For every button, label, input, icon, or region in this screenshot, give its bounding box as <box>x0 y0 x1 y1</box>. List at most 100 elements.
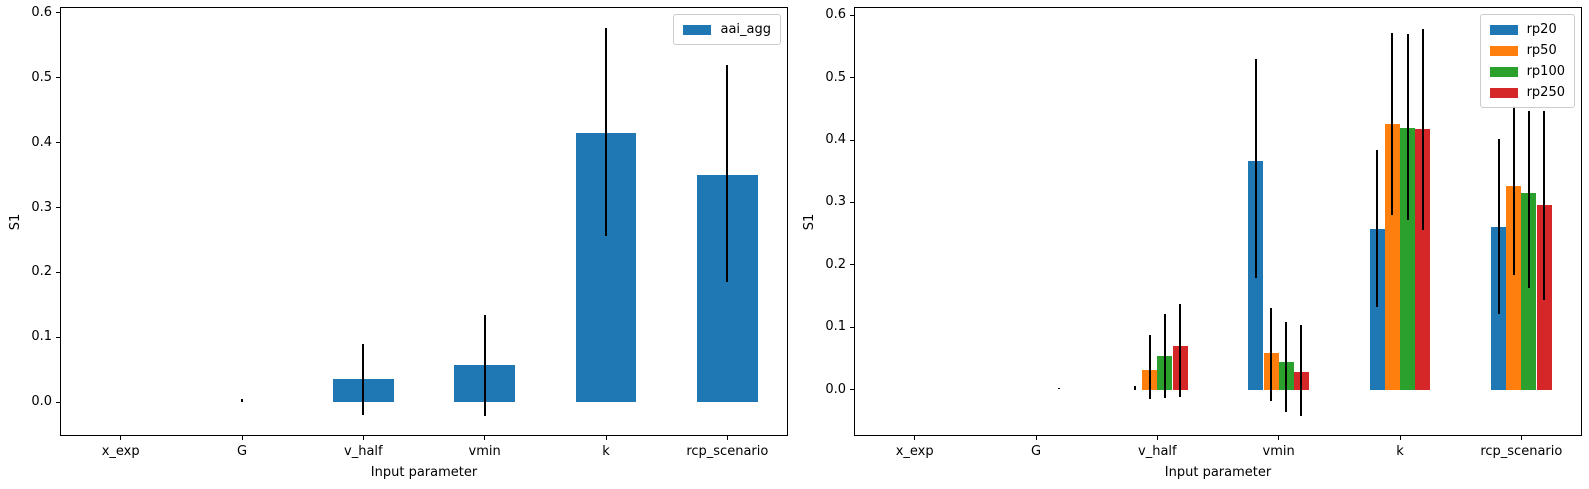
x-tick-label: v_half <box>1138 444 1177 459</box>
y-tick <box>56 142 60 144</box>
y-tick-label: 0.1 <box>31 329 52 345</box>
x-tick <box>605 436 607 440</box>
x-tick <box>1035 436 1037 440</box>
legend-label-rp250: rp250 <box>1526 85 1565 100</box>
legend-row-rp50: rp50 <box>1489 40 1565 61</box>
bar-rp100-k <box>1400 127 1416 390</box>
legend-row-rp100: rp100 <box>1489 61 1565 82</box>
error-bar-rp250-k <box>1421 29 1424 230</box>
x-tick <box>726 436 728 440</box>
x-tick <box>1278 436 1280 440</box>
error-bar-aai_agg-k <box>605 27 607 237</box>
error-bar-aai_agg-G <box>241 399 243 402</box>
error-bar-rp100-v_half <box>1163 313 1166 398</box>
legend-swatch-rp250 <box>1489 87 1518 98</box>
y-tick-label: 0.0 <box>31 394 52 410</box>
y-tick-label: 0.5 <box>31 69 52 85</box>
error-bar-rp50-vmin <box>1270 307 1273 402</box>
y-tick-label: 0.1 <box>825 319 846 335</box>
axes-box <box>60 7 788 436</box>
x-tick-label: rcp_scenario <box>1480 444 1563 459</box>
bar-rp100-rcp_scenario <box>1521 193 1537 390</box>
x-tick <box>120 436 122 440</box>
error-bar-rp250-vmin <box>1300 325 1303 416</box>
x-tick <box>1520 436 1522 440</box>
y-tick-label: 0.3 <box>31 199 52 215</box>
y-tick-label: 0.3 <box>825 194 846 210</box>
y-tick <box>850 389 854 391</box>
bar-rp50-rcp_scenario <box>1506 186 1522 390</box>
y-tick-label: 0.5 <box>825 69 846 85</box>
y-axis-label: S1 <box>802 213 817 230</box>
y-tick-label: 0.4 <box>31 134 52 150</box>
y-tick-label: 0.2 <box>31 264 52 280</box>
x-tick-label: G <box>236 444 248 459</box>
x-tick <box>484 436 486 440</box>
x-tick <box>1156 436 1158 440</box>
y-tick <box>850 139 854 141</box>
error-bar-rp50-rcp_scenario <box>1512 105 1515 275</box>
legend-label-rp50: rp50 <box>1526 43 1557 58</box>
bar-rp20-k <box>1369 229 1385 390</box>
legend-swatch-aai_agg <box>683 24 712 35</box>
legend-swatch-rp20 <box>1489 24 1518 35</box>
bar-rp50-k <box>1384 124 1400 390</box>
y-tick <box>56 207 60 209</box>
legend-label-aai_agg: aai_agg <box>720 22 771 37</box>
x-tick-label: k <box>602 444 610 459</box>
x-tick <box>362 436 364 440</box>
legend: rp20 rp50 rp100 rp250 <box>1479 14 1575 108</box>
error-bar-aai_agg-rcp_scenario <box>726 65 729 282</box>
error-bar-rp100-rcp_scenario <box>1527 110 1530 288</box>
x-tick <box>914 436 916 440</box>
legend-row-aai_agg: aai_agg <box>683 19 771 40</box>
error-bar-rp250-G <box>1057 387 1060 390</box>
y-tick <box>850 77 854 79</box>
legend-swatch-rp50 <box>1489 45 1518 56</box>
y-tick-label: 0.0 <box>825 381 846 397</box>
x-tick <box>1399 436 1401 440</box>
error-bar-rp50-k <box>1391 32 1394 215</box>
y-tick <box>850 264 854 266</box>
x-tick-label: x_exp <box>895 444 934 459</box>
x-tick <box>241 436 243 440</box>
x-axis-label: Input parameter <box>370 465 478 480</box>
error-bar-rp20-k <box>1376 150 1379 307</box>
legend-label-rp20: rp20 <box>1526 22 1557 37</box>
error-bar-rp250-v_half <box>1179 303 1182 397</box>
y-tick-label: 0.6 <box>31 4 52 20</box>
y-tick <box>56 401 60 403</box>
x-tick-label: vmin <box>468 444 501 459</box>
legend: aai_agg <box>673 14 781 45</box>
error-bar-rp50-v_half <box>1148 335 1151 399</box>
x-tick-label: v_half <box>344 444 383 459</box>
legend-row-rp250: rp250 <box>1489 82 1565 103</box>
error-bar-rp20-rcp_scenario <box>1497 139 1500 315</box>
y-tick <box>850 201 854 203</box>
axes-box <box>854 7 1582 436</box>
legend-label-rp100: rp100 <box>1526 64 1565 79</box>
y-axis-label: S1 <box>8 213 23 230</box>
error-bar-rp20-vmin <box>1254 59 1257 278</box>
x-axis-label: Input parameter <box>1164 465 1272 480</box>
x-tick-label: vmin <box>1262 444 1295 459</box>
bar-rp250-k <box>1415 129 1431 390</box>
error-bar-rp250-rcp_scenario <box>1543 111 1546 300</box>
error-bar-rp100-k <box>1406 34 1409 220</box>
y-tick <box>56 336 60 338</box>
y-tick-label: 0.6 <box>825 7 846 23</box>
y-tick <box>56 77 60 79</box>
x-tick-label: G <box>1030 444 1042 459</box>
error-bar-aai_agg-v_half <box>362 344 365 415</box>
y-tick-label: 0.2 <box>825 256 846 272</box>
y-tick <box>850 14 854 16</box>
error-bar-aai_agg-vmin <box>483 314 486 416</box>
x-tick-label: x_exp <box>101 444 140 459</box>
y-tick <box>850 326 854 328</box>
error-bar-rp100-vmin <box>1285 322 1288 413</box>
legend-swatch-rp100 <box>1489 66 1518 77</box>
error-bar-rp20-v_half <box>1133 386 1136 391</box>
y-tick <box>56 12 60 14</box>
y-tick-label: 0.4 <box>825 132 846 147</box>
